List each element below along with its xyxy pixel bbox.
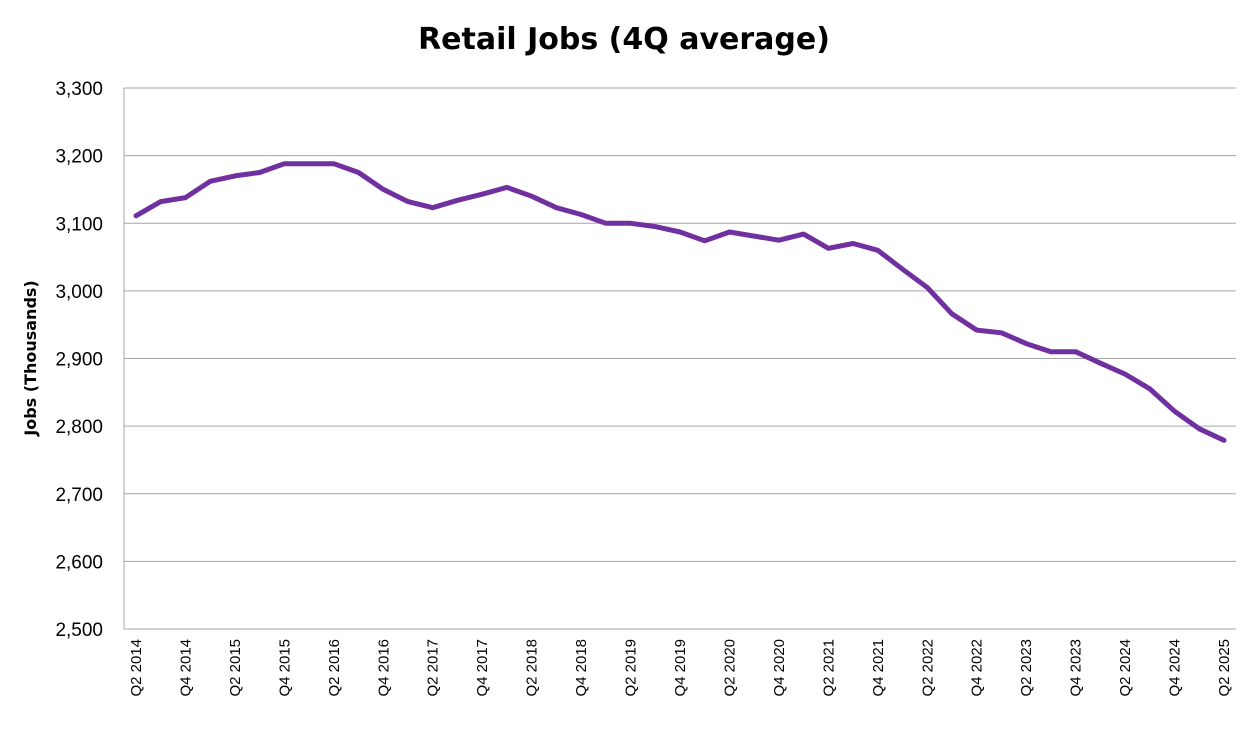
y-tick-label: 3,100 [55,214,103,235]
y-tick-label: 2,600 [55,552,103,573]
data-point [406,200,410,204]
data-point [455,198,459,202]
data-point [999,331,1003,335]
x-tick-label: Q4 2023 [1068,639,1085,697]
data-point [233,174,237,178]
data-point [307,162,311,166]
x-tick-label: Q2 2024 [1117,639,1134,697]
x-tick-label: Q2 2025 [1216,639,1233,697]
x-tick-label: Q2 2020 [721,639,738,697]
y-tick-label: 3,000 [55,282,103,303]
x-tick-label: Q4 2019 [672,639,689,697]
x-tick-label: Q2 2023 [1018,639,1035,697]
data-point [1148,387,1152,391]
x-tick-label: Q2 2015 [227,639,244,697]
y-tick-labels: 2,500 2,600 2,700 2,800 2,900 3,000 3,100 3,200… [55,79,103,641]
data-point [678,230,682,234]
data-point [703,239,707,243]
y-tick-label: 2,900 [55,350,103,371]
data-point [183,196,187,200]
series-line [133,161,1227,443]
data-point [1074,350,1078,354]
data-point [381,187,385,191]
x-tick-label: Q4 2014 [177,639,194,697]
x-tick-label: Q4 2018 [573,639,590,697]
data-point [208,179,212,183]
data-point [134,214,138,218]
chart-title: Retail Jobs (4Q average) [418,22,830,57]
x-tick-label: Q2 2022 [919,639,936,697]
y-tick-label: 3,300 [55,79,103,100]
x-tick-label: Q2 2018 [524,639,541,697]
x-tick-label: Q4 2016 [375,639,392,697]
x-tick-label: Q4 2022 [969,639,986,697]
data-point [1098,361,1102,365]
data-point [554,206,558,210]
data-point [826,246,830,250]
y-tick-label: 2,700 [55,485,103,506]
data-point [727,230,731,234]
data-point [975,328,979,332]
x-tick-label: Q2 2016 [326,639,343,697]
data-point [653,225,657,229]
data-point [530,194,534,198]
x-tick-label: Q4 2021 [870,639,887,697]
x-tick-label: Q2 2021 [820,639,837,697]
data-point [258,171,262,175]
data-point [282,162,286,166]
x-tick-label: Q2 2014 [128,639,145,697]
data-point [629,221,633,225]
data-point [505,185,509,189]
data-point [851,242,855,246]
data-point [579,212,583,216]
data-point [159,200,163,204]
data-point [876,248,880,252]
data-point [752,234,756,238]
series-layer [133,161,1227,443]
data-point [604,221,608,225]
data-point [431,206,435,210]
data-point [480,192,484,196]
x-tick-label: Q4 2017 [474,639,491,697]
data-point [332,162,336,166]
x-tick-label: Q2 2017 [425,639,442,697]
data-point [1049,350,1053,354]
data-point [1222,438,1226,442]
data-point [1123,372,1127,376]
x-tick-label: Q4 2024 [1167,639,1184,697]
y-tick-label: 2,800 [55,417,103,438]
axes [123,88,1236,630]
data-point [925,285,929,289]
x-tick-label: Q4 2020 [771,639,788,697]
data-point [802,232,806,236]
data-point [777,238,781,242]
gridlines [124,87,1236,562]
y-tick-label: 3,200 [55,147,103,168]
y-axis-label: Jobs (Thousands) [21,280,40,437]
x-tick-label: Q2 2019 [623,639,640,697]
data-point [950,312,954,316]
data-point [1024,342,1028,346]
data-point [357,171,361,175]
y-tick-label: 2,500 [55,620,103,641]
data-point [1197,427,1201,431]
data-point [1173,409,1177,413]
data-point [901,267,905,271]
x-tick-label: Q4 2015 [276,639,293,697]
x-tick-labels: Q2 2014 Q4 2014 Q2 2015 Q4 2015 Q2 2016 Q4 20… [128,639,1233,697]
